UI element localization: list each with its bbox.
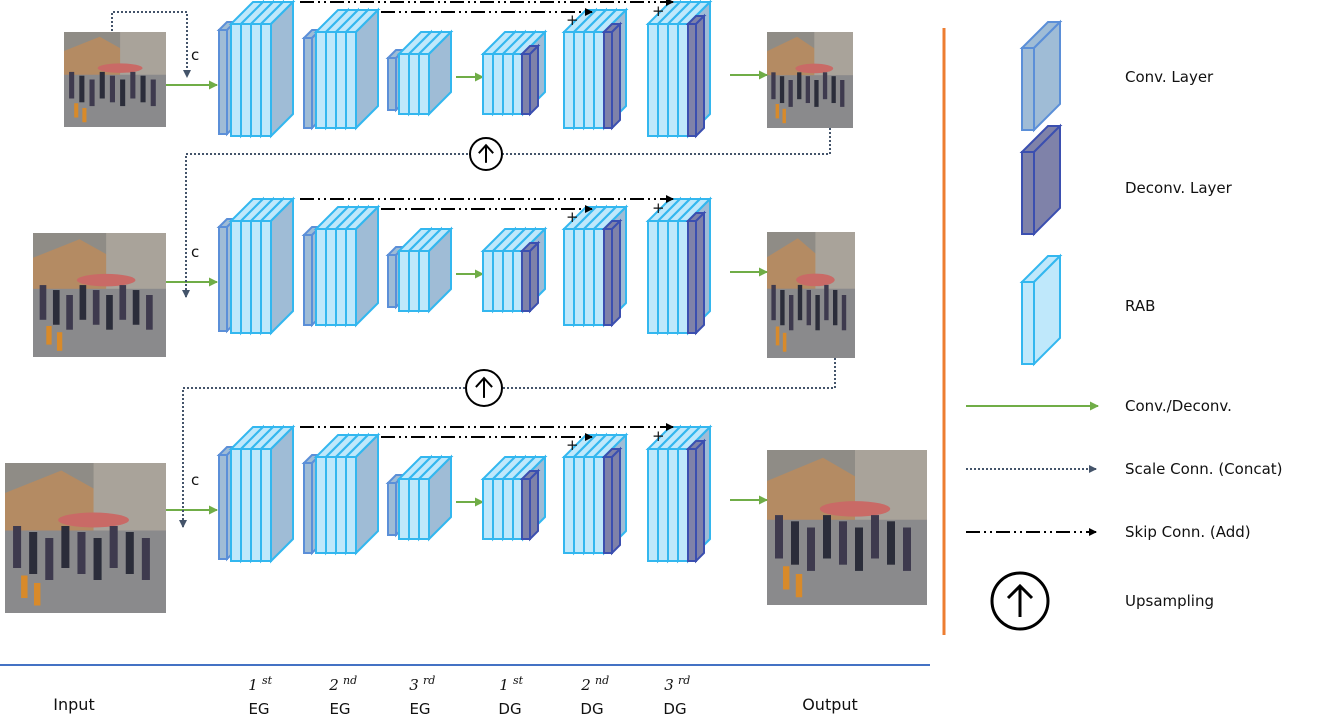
- rab-side: [355, 7, 379, 131]
- rab-side: [428, 29, 452, 117]
- deconv-layer: [519, 240, 541, 314]
- concat-label: c: [191, 471, 199, 489]
- rab-block: [396, 226, 454, 314]
- group-name: EG: [409, 700, 430, 718]
- network: c + + c + + c + +: [5, 0, 927, 613]
- group-ordinal-suffix: rd: [678, 674, 690, 687]
- rab-side: [428, 454, 452, 542]
- group-ordinal-suffix: st: [513, 674, 524, 687]
- group-ordinal: 1: [499, 676, 509, 694]
- add-symbol: +: [652, 199, 665, 217]
- legend-rab-label: RAB: [1125, 297, 1155, 315]
- rab-block: [313, 204, 381, 328]
- network-row: c + +: [33, 195, 855, 358]
- legend-deconv-label: Deconv. Layer: [1125, 179, 1233, 197]
- rab-block: [228, 196, 296, 336]
- legend-upsampling-icon: [990, 571, 1050, 631]
- scale-connection: [179, 358, 836, 528]
- concat-label: c: [191, 243, 199, 261]
- legend-skip-conn-label: Skip Conn. (Add): [1125, 523, 1251, 541]
- blurred-street-image: [33, 233, 166, 357]
- add-symbol: +: [566, 436, 579, 454]
- group-ordinal-suffix: rd: [423, 674, 435, 687]
- legend-rab-icon: [1019, 253, 1063, 367]
- deconv-layer: [601, 446, 623, 556]
- rab-side: [428, 226, 452, 314]
- add-symbol: +: [566, 11, 579, 29]
- group-ordinal: 3: [409, 676, 419, 694]
- rab-block: [228, 0, 296, 139]
- deconv-layer: [601, 218, 623, 328]
- add-symbol: +: [652, 2, 665, 20]
- upsampling-icon: [469, 137, 503, 171]
- deconv-layer: [685, 13, 707, 139]
- input-label: Input: [53, 695, 94, 714]
- rab-side: [355, 432, 379, 556]
- rab-side: [270, 0, 294, 139]
- legend-upsampling-label: Upsampling: [1125, 592, 1214, 610]
- legend-scale-conn-label: Scale Conn. (Concat): [1125, 460, 1283, 478]
- upsampling-icon: [465, 369, 503, 407]
- group-name: DG: [663, 700, 686, 718]
- rab-side: [355, 204, 379, 328]
- group-ordinal: 3: [664, 676, 674, 694]
- rab-side: [270, 424, 294, 564]
- scale-connection: [111, 11, 191, 78]
- rab-block: [313, 432, 381, 556]
- deconv-layer: [601, 21, 623, 131]
- deconv-layer: [519, 468, 541, 542]
- add-symbol: +: [652, 427, 665, 445]
- output-label: Output: [802, 695, 858, 714]
- group-ordinal-suffix: nd: [595, 674, 609, 687]
- rab-block: [228, 424, 296, 564]
- group-name: DG: [498, 700, 521, 718]
- group-ordinal-suffix: st: [262, 674, 273, 687]
- legend-conv-icon: [1019, 19, 1063, 133]
- rab-block: [396, 454, 454, 542]
- rab-block: [313, 7, 381, 131]
- group-name: EG: [329, 700, 350, 718]
- legend: Conv. Layer Deconv. Layer RAB Conv./Deconv.…: [966, 19, 1283, 631]
- group-ordinal: 1: [248, 676, 258, 694]
- network-row: c + +: [5, 423, 927, 613]
- rab-side: [270, 196, 294, 336]
- legend-conv-label: Conv. Layer: [1125, 68, 1214, 86]
- blurred-street-image: [767, 32, 853, 128]
- group-ordinal: 2: [328, 676, 339, 694]
- legend-conv-deconv-label: Conv./Deconv.: [1125, 397, 1232, 415]
- deconv-layer: [685, 438, 707, 564]
- add-symbol: +: [566, 208, 579, 226]
- group-labels: 1 st EG 2 nd EG 3 rd EG 1 st DG 2 nd DG 3 rd DG: [248, 674, 690, 718]
- deconv-layer: [519, 43, 541, 117]
- group-ordinal-suffix: nd: [343, 674, 357, 687]
- blurred-street-image: [767, 450, 927, 605]
- deconv-layer: [685, 210, 707, 336]
- network-row: c + +: [64, 0, 853, 139]
- group-name: DG: [580, 700, 603, 718]
- concat-label: c: [191, 46, 199, 64]
- legend-deconv-icon: [1019, 123, 1063, 237]
- group-name: EG: [248, 700, 269, 718]
- blurred-street-image: [5, 463, 166, 613]
- group-ordinal: 2: [580, 676, 591, 694]
- blurred-street-image: [767, 232, 855, 358]
- rab-block: [396, 29, 454, 117]
- blurred-street-image: [64, 32, 166, 127]
- scale-connection: [182, 128, 831, 298]
